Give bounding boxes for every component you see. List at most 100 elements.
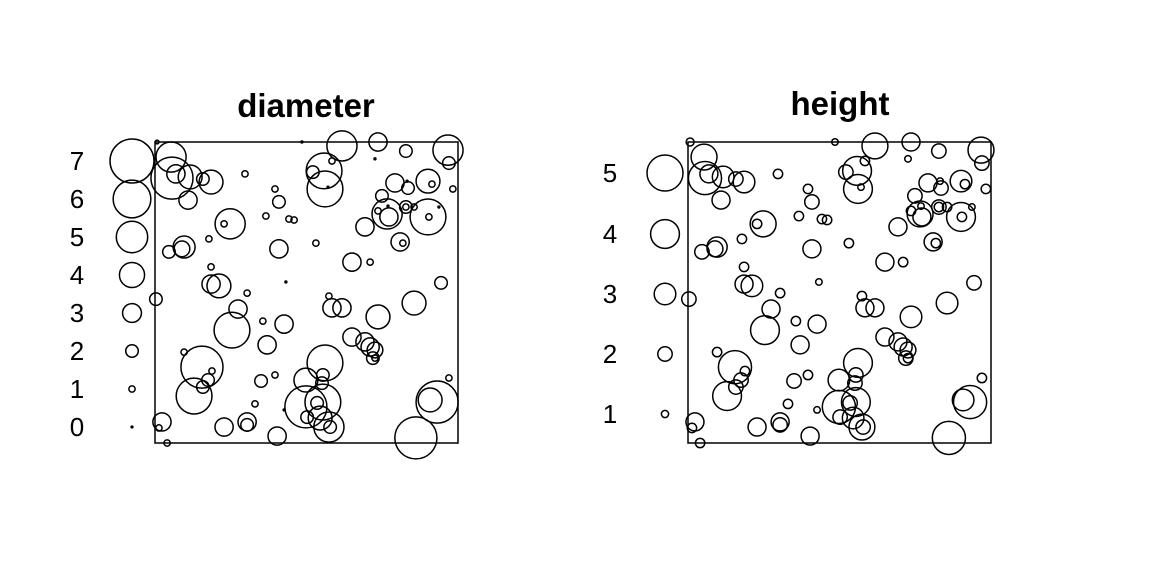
point-marker [749,314,781,346]
point-marker [931,420,967,456]
point-marker [166,164,186,184]
point-marker [832,409,849,426]
point-marker [912,207,932,227]
point-marker [322,297,342,318]
point-marker [899,341,917,359]
point-marker [374,207,382,215]
point-marker [956,211,968,223]
point-marker [374,188,389,203]
point-marker [437,205,441,209]
point-marker [434,275,449,290]
legend-symbol [112,179,152,219]
legend-label: 4 [603,219,617,249]
point-marker [790,315,802,327]
point-marker [148,292,163,307]
point-marker [173,240,191,258]
point-marker [243,289,252,297]
point-marker [366,341,384,359]
legend-label: 2 [70,336,84,366]
point-marker [841,155,873,187]
point-marker [415,380,459,424]
legend-label: 3 [603,279,617,309]
point-marker [328,157,336,165]
point-marker [214,417,234,437]
point-marker [967,203,976,212]
points-height [680,132,995,456]
point-marker [390,232,410,252]
legend-label: 3 [70,298,84,328]
point-marker [906,187,923,204]
point-marker [751,218,763,230]
point-marker [306,170,344,208]
point-marker [936,177,945,186]
point-marker [401,290,427,316]
point-marker [214,208,246,240]
point-marker [959,178,971,190]
point-marker [284,385,328,429]
point-marker [271,371,279,379]
point-marker [342,252,362,272]
point-marker [267,426,287,446]
point-marker [220,219,228,228]
point-marker [821,214,833,226]
point-marker [428,180,436,189]
point-marker [966,274,982,291]
point-marker [326,130,358,162]
point-marker [967,136,995,164]
point-marker [365,351,380,366]
point-marker [394,416,438,460]
point-marker [398,239,407,248]
point-marker [761,299,781,319]
point-marker [973,155,990,172]
point-marker [980,183,992,195]
point-marker [949,169,973,193]
point-marker [802,239,822,259]
point-marker [855,419,872,435]
point-marker [371,198,403,230]
point-marker [901,132,921,152]
point-marker [930,143,947,159]
point-marker [405,179,409,183]
point-marker [379,207,399,227]
point-marker [371,354,379,363]
point-marker [772,168,784,180]
point-marker [772,416,789,433]
point-marker [306,344,344,382]
point-marker [312,239,320,248]
legend-label: 5 [70,222,84,252]
point-marker [933,201,945,213]
point-marker [400,181,416,196]
point-marker [827,368,851,392]
point-marker [899,305,923,329]
point-marker [323,420,338,435]
panel-title-diameter: diameter [237,87,375,124]
legend-symbol [649,218,681,250]
point-marker [897,256,909,268]
point-marker [732,170,756,194]
point-marker [152,412,172,432]
point-marker [935,291,959,315]
point-marker [251,399,259,408]
point-marker [293,367,319,393]
point-marker [711,346,723,358]
point-marker [847,375,863,392]
point-marker [813,405,822,414]
point-marker [300,410,315,425]
point-marker [952,384,988,420]
points-diameter [148,130,464,460]
point-marker [800,426,820,446]
panel-height: height 1 2 3 4 5 [603,85,995,456]
point-marker [300,140,304,144]
point-marker [368,132,388,152]
legend-label: 2 [603,339,617,369]
legend-symbol [124,343,140,359]
legend-symbol [121,302,143,324]
point-marker [332,297,352,318]
point-marker [432,134,464,166]
point-marker [945,201,977,233]
point-marker [749,210,777,238]
point-marker [770,412,790,432]
point-marker [208,367,216,375]
point-marker [903,154,912,163]
